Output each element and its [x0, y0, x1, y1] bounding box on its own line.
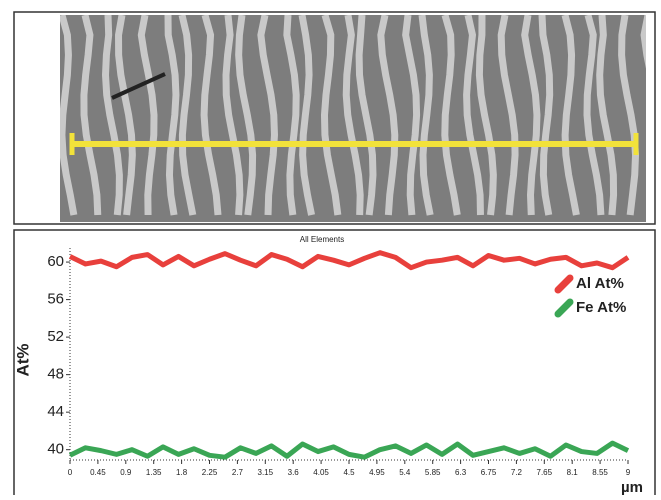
- lamella: [60, 15, 78, 216]
- x-tick-label: 6.3: [455, 468, 467, 477]
- series-line: [68, 250, 630, 271]
- lamella: [583, 15, 605, 216]
- x-tick-label: 0.9: [120, 468, 132, 477]
- legend-label: Fe At%: [576, 299, 626, 316]
- legend-label: Al At%: [576, 275, 624, 292]
- y-tick-label: 40: [47, 441, 64, 458]
- lamella: [561, 15, 580, 216]
- legend-swatch: [554, 298, 574, 318]
- lamella: [320, 15, 342, 216]
- y-axis-label: At%: [13, 343, 32, 376]
- lamella: [257, 15, 278, 216]
- x-tick-label: 2.7: [232, 468, 244, 477]
- x-tick-label: 9: [626, 468, 631, 477]
- x-tick-label: 7.2: [511, 468, 523, 477]
- lamella: [418, 15, 434, 216]
- x-tick-label: 8.1: [567, 468, 579, 477]
- lamella: [377, 15, 399, 216]
- x-tick-label: 0: [68, 468, 73, 477]
- x-tick-label: 3.15: [258, 468, 274, 477]
- lamella: [298, 15, 315, 216]
- lamella: [497, 15, 519, 216]
- x-tick-label: 5.4: [399, 468, 411, 477]
- defect: [111, 72, 166, 100]
- lamella: [355, 15, 377, 216]
- x-tick-label: 3.6: [288, 468, 300, 477]
- lamella: [80, 15, 102, 216]
- y-tick-label: 60: [47, 253, 64, 270]
- x-tick-label: 8.55: [592, 468, 608, 477]
- lamella: [441, 15, 461, 216]
- lamella: [402, 15, 421, 216]
- x-axis-label: µm: [621, 479, 643, 495]
- lamella: [235, 15, 257, 216]
- lamella: [342, 15, 364, 216]
- y-tick-label: 52: [47, 328, 64, 345]
- lamella: [463, 15, 484, 216]
- x-tick-label: 0.45: [90, 468, 106, 477]
- x-tick-label: 4.5: [343, 468, 355, 477]
- lamella: [475, 15, 497, 216]
- series-line: [68, 440, 630, 460]
- y-tick-label: 48: [47, 366, 64, 383]
- x-tick-label: 5.85: [425, 468, 441, 477]
- lamella: [164, 15, 180, 216]
- x-tick-label: 1.8: [176, 468, 188, 477]
- y-tick-label: 44: [47, 403, 64, 420]
- lamella: [538, 15, 554, 216]
- x-tick-label: 4.05: [313, 468, 329, 477]
- x-tick-label: 7.65: [537, 468, 553, 477]
- chart-title: All Elements: [300, 235, 344, 244]
- lamella: [596, 15, 618, 216]
- x-tick-label: 2.25: [202, 468, 218, 477]
- lamella: [200, 15, 222, 216]
- lamella: [618, 15, 640, 216]
- lamella: [283, 15, 300, 216]
- x-tick-label: 4.95: [369, 468, 385, 477]
- lamella: [640, 15, 646, 69]
- lamella: [115, 15, 136, 216]
- lamella: [137, 15, 158, 216]
- y-tick-label: 56: [47, 291, 64, 308]
- scan-line: [69, 133, 639, 155]
- x-tick-label: 1.35: [146, 468, 162, 477]
- lamella: [222, 15, 244, 216]
- lamella: [521, 15, 541, 216]
- x-tick-label: 6.75: [481, 468, 497, 477]
- lamella: [102, 15, 123, 216]
- sem-image: [60, 15, 646, 222]
- legend-swatch: [554, 274, 574, 294]
- lamella: [178, 15, 197, 216]
